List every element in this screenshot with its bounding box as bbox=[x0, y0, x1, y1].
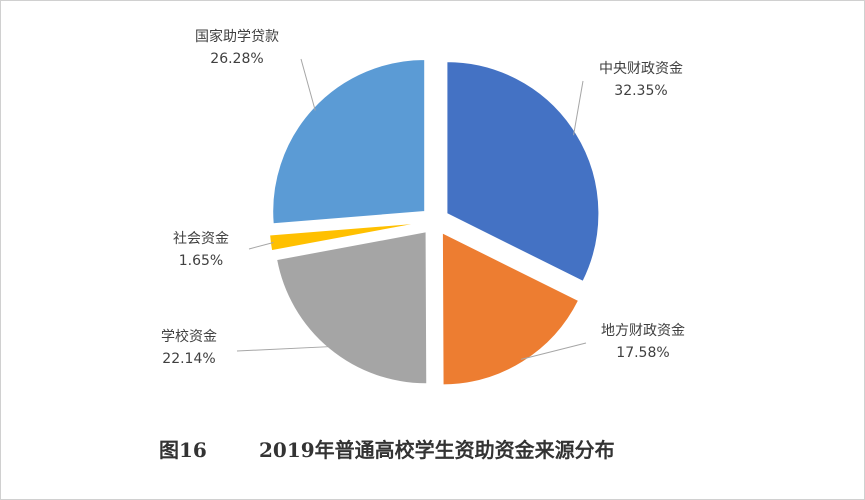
pie-slice bbox=[446, 61, 600, 283]
slice-value-label: 26.28% bbox=[210, 51, 263, 67]
leader-line bbox=[236, 346, 332, 352]
slice-value-label: 1.65% bbox=[179, 253, 223, 269]
pie-chart: 中央财政资金 32.35% 地方财政资金 17.58% 学校资金 22.14% 社会资金 1.… bbox=[161, 28, 685, 386]
leader-line bbox=[248, 242, 274, 250]
slice-value-label: 17.58% bbox=[616, 345, 669, 361]
leader-line bbox=[520, 342, 587, 360]
slice-category-label: 国家助学贷款 bbox=[195, 28, 279, 45]
pie-slice bbox=[272, 59, 426, 225]
slice-category-label: 社会资金 bbox=[173, 231, 229, 247]
leader-line bbox=[300, 58, 316, 111]
slice-value-label: 22.14% bbox=[162, 351, 215, 367]
pie-slice bbox=[276, 231, 428, 385]
figure-title: 2019年普通高校学生资助资金来源分布 bbox=[259, 438, 615, 462]
slice-value-label: 32.35% bbox=[614, 83, 667, 99]
figure-number: 图16 bbox=[159, 438, 207, 462]
leader-line bbox=[573, 80, 584, 136]
slice-category-label: 地方财政资金 bbox=[601, 323, 685, 339]
slice-category-label: 学校资金 bbox=[161, 328, 217, 345]
pie-slice bbox=[441, 232, 580, 386]
slice-category-label: 中央财政资金 bbox=[599, 61, 683, 77]
